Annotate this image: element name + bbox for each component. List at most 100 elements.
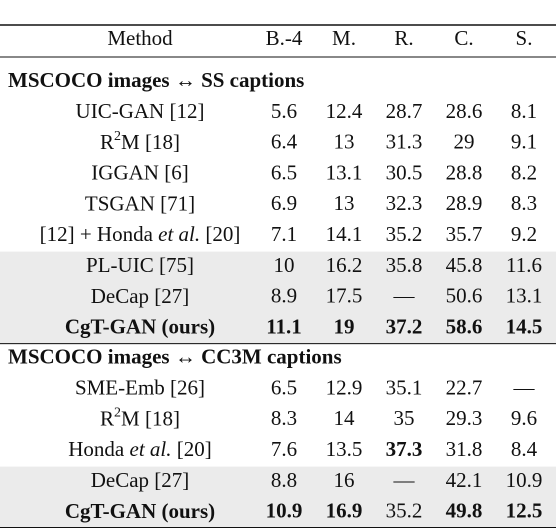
cell: 7.1 bbox=[271, 222, 297, 246]
cell: 13.1 bbox=[326, 160, 363, 184]
cell: 8.2 bbox=[511, 160, 537, 184]
cell: 37.2 bbox=[386, 314, 423, 338]
column-header: R. bbox=[394, 26, 413, 50]
method-part: [12] + Honda bbox=[40, 222, 159, 246]
method-name: TSGAN [71] bbox=[85, 191, 195, 215]
method-name: R2M [18] bbox=[100, 405, 180, 430]
cell: 29 bbox=[454, 130, 475, 154]
cell: 19 bbox=[334, 314, 355, 338]
cell: 28.8 bbox=[446, 160, 483, 184]
method-part: DeCap [27] bbox=[91, 284, 190, 308]
method-part: IGGAN [6] bbox=[91, 160, 188, 184]
method-name: CgT-GAN (ours) bbox=[65, 314, 215, 338]
row-shade bbox=[0, 497, 556, 528]
cell: 7.6 bbox=[271, 437, 297, 461]
method-part: 2 bbox=[114, 405, 121, 420]
cell: 58.6 bbox=[446, 314, 483, 338]
cell: 14 bbox=[334, 406, 356, 430]
cell: 22.7 bbox=[446, 375, 483, 399]
cell: 6.9 bbox=[271, 191, 297, 215]
row-shade bbox=[0, 251, 556, 283]
cell: 30.5 bbox=[386, 160, 423, 184]
cell: 9.2 bbox=[511, 222, 537, 246]
method-part: DeCap [27] bbox=[91, 468, 190, 492]
cell: 6.5 bbox=[271, 375, 297, 399]
method-part: R bbox=[100, 130, 114, 154]
cell: 16.9 bbox=[326, 499, 363, 523]
cell: 32.3 bbox=[386, 191, 423, 215]
method-part: TSGAN [71] bbox=[85, 191, 195, 215]
cell: 11.6 bbox=[506, 253, 542, 277]
method-part: et al. bbox=[130, 437, 172, 461]
cell: 9.6 bbox=[511, 406, 537, 430]
cell: — bbox=[393, 284, 416, 308]
column-header: C. bbox=[454, 26, 473, 50]
column-header: S. bbox=[516, 26, 533, 50]
cell: 11.1 bbox=[266, 314, 302, 338]
method-name: PL-UIC [75] bbox=[86, 253, 194, 277]
method-name: DeCap [27] bbox=[91, 284, 190, 308]
cell: — bbox=[513, 375, 536, 399]
cell: 35.1 bbox=[386, 375, 423, 399]
column-header: Method bbox=[107, 26, 173, 50]
cell: 31.8 bbox=[446, 437, 483, 461]
cell: 12.5 bbox=[506, 499, 543, 523]
cell: 35.8 bbox=[386, 253, 423, 277]
cell: 28.7 bbox=[386, 99, 423, 123]
cell: 35.2 bbox=[386, 222, 423, 246]
method-part: Honda bbox=[68, 437, 129, 461]
cell: 35 bbox=[394, 406, 415, 430]
section-title: MSCOCO images ↔ CC3M captions bbox=[8, 344, 342, 368]
cell: 8.9 bbox=[271, 284, 297, 308]
method-name: IGGAN [6] bbox=[91, 160, 188, 184]
method-part: PL-UIC [75] bbox=[86, 253, 194, 277]
cell: 6.5 bbox=[271, 160, 297, 184]
cell: 9.1 bbox=[511, 130, 537, 154]
method-name: SME-Emb [26] bbox=[75, 375, 205, 399]
method-name: CgT-GAN (ours) bbox=[65, 499, 215, 523]
cell: 37.3 bbox=[386, 437, 423, 461]
cell: 14.1 bbox=[326, 222, 363, 246]
cell: 12.4 bbox=[326, 99, 363, 123]
method-part: et al. bbox=[158, 222, 200, 246]
method-part: CgT-GAN (ours) bbox=[65, 499, 215, 523]
cell: 28.6 bbox=[446, 99, 483, 123]
cell: 5.6 bbox=[271, 99, 297, 123]
cell: 29.3 bbox=[446, 406, 483, 430]
cell: 31.3 bbox=[386, 130, 423, 154]
cell: 16 bbox=[334, 468, 355, 492]
cell: 13.5 bbox=[326, 437, 363, 461]
cell: 50.6 bbox=[446, 284, 483, 308]
cell: 49.8 bbox=[446, 499, 483, 523]
cell: 10.9 bbox=[266, 499, 303, 523]
method-part: SME-Emb [26] bbox=[75, 375, 205, 399]
cell: 14.5 bbox=[506, 314, 543, 338]
method-part: R bbox=[100, 406, 114, 430]
cell: 42.1 bbox=[446, 468, 483, 492]
method-part: CgT-GAN (ours) bbox=[65, 314, 215, 338]
method-part: 2 bbox=[114, 129, 121, 144]
cell: 10.9 bbox=[506, 468, 543, 492]
method-name: UIC-GAN [12] bbox=[76, 99, 205, 123]
cell: 17.5 bbox=[326, 284, 363, 308]
method-name: R2M [18] bbox=[100, 129, 180, 154]
row-shade bbox=[0, 282, 556, 314]
method-part: UIC-GAN [12] bbox=[76, 99, 205, 123]
cell: 35.7 bbox=[446, 222, 483, 246]
cell: 35.2 bbox=[386, 499, 423, 523]
method-name: [12] + Honda et al. [20] bbox=[40, 222, 241, 246]
row-shade bbox=[0, 466, 556, 498]
cell: 13 bbox=[334, 130, 355, 154]
method-name: DeCap [27] bbox=[91, 468, 190, 492]
cell: 12.9 bbox=[326, 375, 363, 399]
cell: 8.8 bbox=[271, 468, 297, 492]
cell: 8.3 bbox=[271, 406, 297, 430]
method-name: Honda et al. [20] bbox=[68, 437, 212, 461]
cell: 16.2 bbox=[326, 253, 363, 277]
method-part: M [18] bbox=[121, 130, 180, 154]
cell: 8.3 bbox=[511, 191, 537, 215]
method-part: [20] bbox=[200, 222, 240, 246]
cell: — bbox=[393, 468, 416, 492]
cell: 8.1 bbox=[511, 99, 537, 123]
